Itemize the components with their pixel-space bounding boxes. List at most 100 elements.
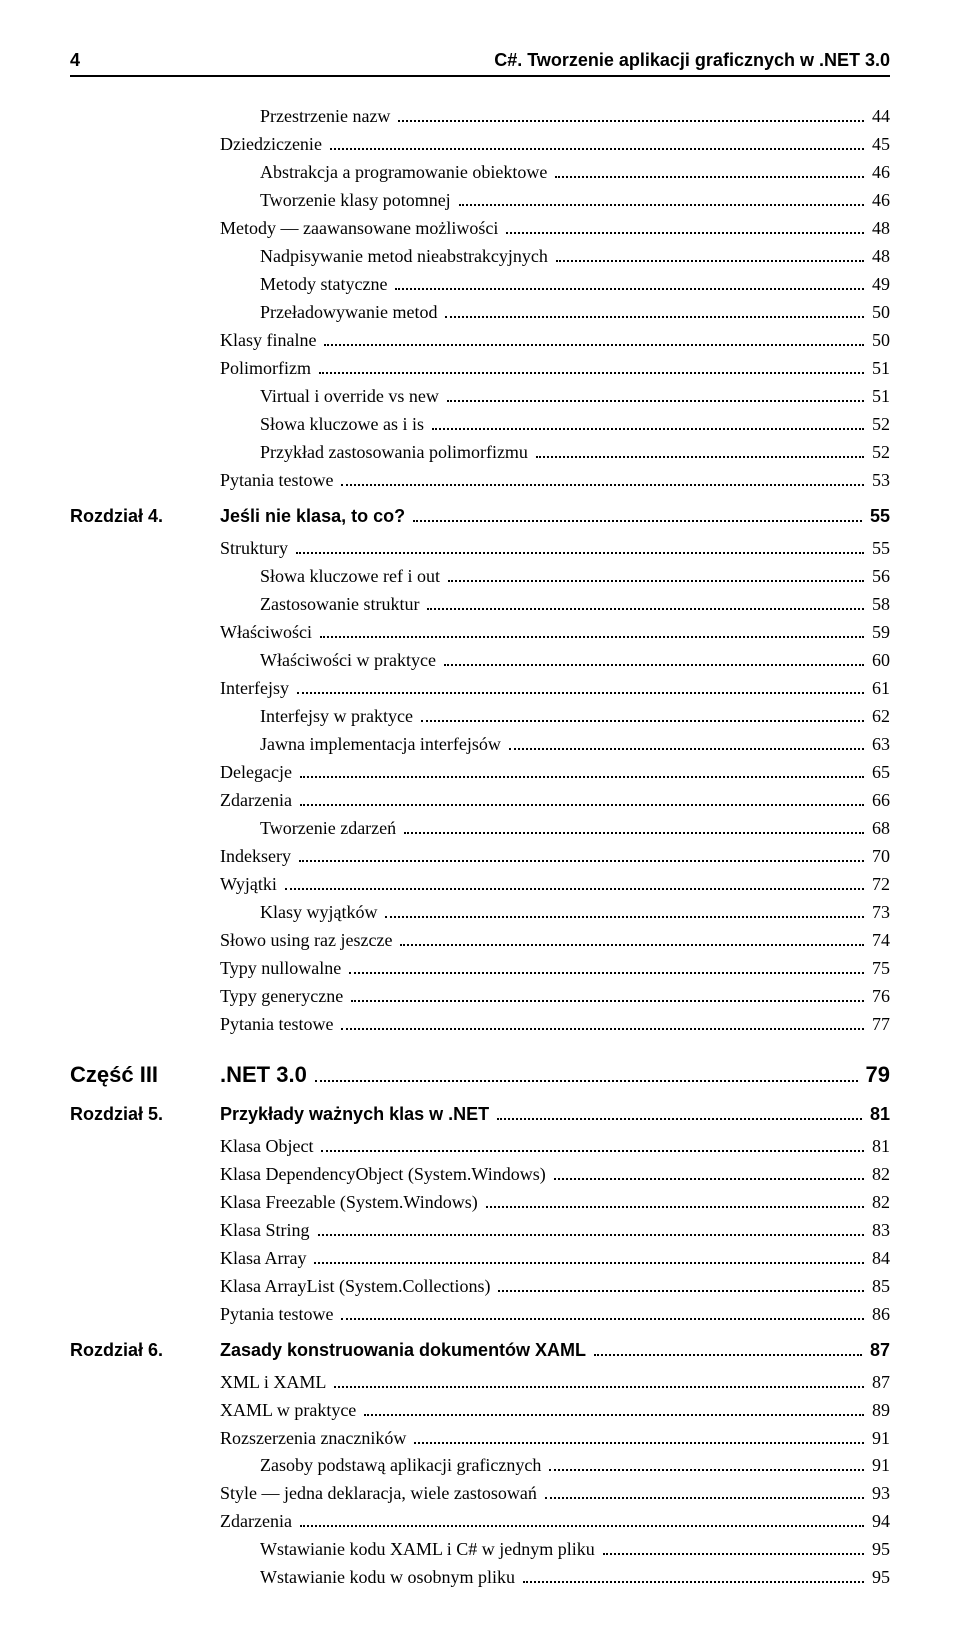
leader-dots [509, 731, 864, 750]
leader-dots [330, 131, 864, 150]
toc-label: Klasa String [220, 1217, 314, 1245]
chapter-5-heading: Rozdział 5.Przykłady ważnych klas w .NET… [70, 1101, 890, 1129]
leader-dots [523, 1564, 864, 1583]
leader-dots [421, 703, 864, 722]
chapter-4-heading: Rozdział 4.Jeśli nie klasa, to co? 55 [70, 503, 890, 531]
toc-label: Słowa kluczowe ref i out [260, 563, 444, 591]
toc-label: Indeksery [220, 843, 295, 871]
toc-entry: Klasa Array84 [220, 1245, 890, 1273]
toc-page-number: 56 [868, 563, 890, 591]
toc-page-number: 52 [868, 411, 890, 439]
leader-dots [300, 787, 864, 806]
leader-dots [498, 1272, 864, 1291]
leader-dots [536, 439, 864, 458]
chapter-prefix: Rozdział 4. [70, 503, 220, 531]
toc-label: Klasa Freezable (System.Windows) [220, 1189, 482, 1217]
leader-dots [395, 271, 864, 290]
toc-entry: Przykład zastosowania polimorfizmu52 [260, 439, 890, 467]
toc-label: Przykład zastosowania polimorfizmu [260, 439, 532, 467]
toc-label: Wstawianie kodu w osobnym pliku [260, 1564, 519, 1592]
leader-dots [364, 1396, 864, 1415]
toc-page-number: 50 [868, 327, 890, 355]
leader-dots [432, 411, 864, 430]
toc-label: Rozdział 4.Jeśli nie klasa, to co? [70, 503, 409, 531]
toc-page-number: 63 [868, 731, 890, 759]
leader-dots [297, 675, 864, 694]
toc-label: Wstawianie kodu XAML i C# w jednym pliku [260, 1536, 599, 1564]
chapter-prefix: Rozdział 6. [70, 1337, 220, 1365]
leader-dots [404, 815, 864, 834]
toc-label: Pytania testowe [220, 467, 337, 495]
toc-label: Przestrzenie nazw [260, 103, 394, 131]
toc-page-number: 75 [868, 955, 890, 983]
toc-entry: Typy nullowalne75 [220, 955, 890, 983]
toc-entry: Klasa Freezable (System.Windows)82 [220, 1189, 890, 1217]
toc-page-number: 95 [868, 1536, 890, 1564]
leader-dots [324, 327, 864, 346]
toc-entry: Zdarzenia66 [220, 787, 890, 815]
toc-label: Rozdział 5.Przykłady ważnych klas w .NET [70, 1101, 493, 1129]
toc-page-number: 44 [868, 103, 890, 131]
toc-entry: Struktury55 [220, 535, 890, 563]
toc-entry: Zastosowanie struktur58 [260, 591, 890, 619]
leader-dots [549, 1452, 864, 1471]
toc-page-number: 55 [868, 535, 890, 563]
leader-dots [497, 1101, 862, 1120]
toc-entry: Przeładowywanie metod50 [260, 299, 890, 327]
toc-entry: Zdarzenia94 [220, 1508, 890, 1536]
leader-dots [427, 591, 864, 610]
chapter-title: Zasady konstruowania dokumentów XAML [220, 1340, 586, 1360]
toc-page-number: 79 [862, 1058, 890, 1092]
toc-label: Klasa Object [220, 1133, 317, 1161]
toc-entry: Klasa String83 [220, 1217, 890, 1245]
chapter-6-entries: XML i XAML87XAML w praktyce89Rozszerzeni… [70, 1368, 890, 1592]
toc-label: Przeładowywanie metod [260, 299, 441, 327]
toc-label: Polimorfizm [220, 355, 315, 383]
leader-dots [300, 759, 864, 778]
chapter-title: Przykłady ważnych klas w .NET [220, 1104, 489, 1124]
leader-dots [414, 1424, 864, 1443]
toc-entry: Virtual i override vs new51 [260, 383, 890, 411]
leader-dots [459, 187, 864, 206]
toc-entry: Wstawianie kodu XAML i C# w jednym pliku… [260, 1536, 890, 1564]
toc-page-number: 58 [868, 591, 890, 619]
leader-dots [447, 383, 864, 402]
toc-label: Zasoby podstawą aplikacji graficznych [260, 1452, 545, 1480]
toc-label: Klasy finalne [220, 327, 320, 355]
part-prefix: Część III [70, 1058, 220, 1092]
toc-label: Klasy wyjątków [260, 899, 381, 927]
toc-page-number: 53 [868, 467, 890, 495]
toc-entry: Delegacje65 [220, 759, 890, 787]
toc-entry: Właściwości w praktyce 60 [260, 647, 890, 675]
toc-page-number: 73 [868, 899, 890, 927]
toc-entry: XML i XAML87 [220, 1368, 890, 1396]
toc-page-number: 46 [868, 187, 890, 215]
toc-label: Pytania testowe [220, 1011, 337, 1039]
toc-entry: Słowa kluczowe ref i out 56 [260, 563, 890, 591]
toc-page-number: 61 [868, 675, 890, 703]
toc-label: Interfejsy w praktyce [260, 703, 417, 731]
toc-label: Jawna implementacja interfejsów [260, 731, 505, 759]
toc-label: Tworzenie zdarzeń [260, 815, 400, 843]
toc-entry: Indeksery70 [220, 843, 890, 871]
running-header: 4 C#. Tworzenie aplikacji graficznych w … [70, 50, 890, 77]
toc-entry: Tworzenie klasy potomnej46 [260, 187, 890, 215]
leader-dots [556, 243, 864, 262]
toc-page-number: 60 [868, 647, 890, 675]
toc-entry: Słowa kluczowe as i is52 [260, 411, 890, 439]
leader-dots [398, 103, 864, 122]
leader-dots [545, 1480, 864, 1499]
part-title: .NET 3.0 [220, 1062, 307, 1087]
toc-entry: Klasa ArrayList (System.Collections)85 [220, 1272, 890, 1300]
toc-entry: Pytania testowe 53 [220, 467, 890, 495]
toc-page-number: 66 [868, 787, 890, 815]
toc-label: Virtual i override vs new [260, 383, 443, 411]
toc-label: Właściwości w praktyce [260, 647, 440, 675]
toc-page-number: 82 [868, 1161, 890, 1189]
toc-label: Delegacje [220, 759, 296, 787]
toc-label: Klasa Array [220, 1245, 310, 1273]
toc-entry: Interfejsy w praktyce62 [260, 703, 890, 731]
toc-label: XAML w praktyce [220, 1397, 360, 1425]
leader-dots [555, 159, 864, 178]
toc-entry: Pytania testowe86 [220, 1300, 890, 1328]
